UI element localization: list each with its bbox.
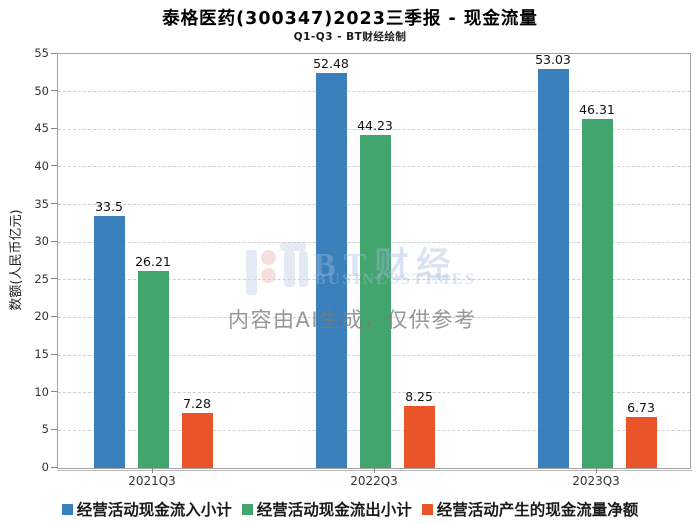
bar-2022Q3-series2: [359, 135, 391, 468]
y-tick-label-5: 5: [41, 422, 49, 437]
legend-swatch-2: [241, 503, 253, 515]
bar-value-label: 52.48: [313, 55, 349, 71]
y-tick-mark-40: [51, 165, 57, 167]
page-title: 泰格医药(300347)2023三季报 - 现金流量: [162, 9, 538, 29]
y-tick-mark-50: [51, 90, 57, 92]
y-tick-mark-35: [51, 203, 57, 205]
legend-swatch-1: [61, 503, 73, 515]
bar-2021Q3-series1: [93, 215, 125, 468]
y-tick-mark-55: [51, 52, 57, 54]
bar-value-label: 44.23: [357, 118, 393, 134]
legend: 经营活动现金流入小计 经营活动现金流出小计 经营活动产生的现金流量净额: [0, 497, 700, 521]
bar-2023Q3-series2: [581, 119, 613, 468]
bar-value-label: 8.25: [405, 388, 433, 404]
y-tick-label-50: 50: [34, 83, 49, 98]
legend-label-2: 经营活动现金流出小计: [256, 501, 412, 519]
y-tick-label-15: 15: [34, 347, 49, 362]
plot-area: 33.5 26.21 7.28 52.48 44.23 8.25 53.03 46.31 6.7…: [57, 51, 691, 469]
y-tick-label-20: 20: [34, 309, 49, 324]
legend-item-2: 经营活动现金流出小计: [241, 498, 412, 520]
watermark-brand-text: BT财经: [313, 247, 459, 284]
x-tick-mark-2021Q3: [152, 468, 153, 473]
x-tick-label-2022Q3: 2022Q3: [350, 474, 398, 488]
x-tick-mark-2023Q3: [596, 468, 597, 473]
bar-2023Q3-series1: [537, 68, 569, 468]
page-subtitle: Q1-Q3 - BT财经绘制: [293, 31, 407, 43]
bar-value-label: 6.73: [627, 400, 655, 416]
y-tick-mark-5: [51, 428, 57, 430]
y-tick-label-0: 0: [41, 460, 49, 474]
bar-value-label: 53.03: [535, 51, 571, 67]
bt-logo-icon: [244, 241, 308, 297]
bar-2022Q3-series1: [315, 72, 347, 468]
watermark-disclaimer: 内容由AI生成，仅供参考: [228, 308, 477, 332]
y-tick-label-10: 10: [34, 384, 49, 399]
y-tick-mark-30: [51, 240, 57, 242]
x-tick-label-2021Q3: 2021Q3: [128, 474, 176, 488]
y-tick-label-30: 30: [34, 234, 49, 249]
y-tick-mark-20: [51, 315, 57, 317]
y-tick-mark-0: [51, 466, 57, 468]
bar-2023Q3-series3: [625, 417, 657, 468]
gridline-45: [58, 128, 690, 130]
y-tick-mark-15: [51, 353, 57, 355]
bar-value-label: 26.21: [135, 253, 171, 269]
bar-value-label: 33.5: [95, 198, 123, 214]
bar-2021Q3-series2: [137, 270, 169, 468]
legend-item-3: 经营活动产生的现金流量净额: [421, 498, 639, 520]
bar-2022Q3-series3: [403, 405, 435, 468]
y-axis-title: 数额(人民币亿元): [9, 209, 24, 311]
y-tick-label-40: 40: [34, 158, 49, 173]
x-tick-mark-2022Q3: [374, 468, 375, 473]
legend-label-1: 经营活动现金流入小计: [76, 501, 232, 519]
y-tick-mark-10: [51, 391, 57, 393]
legend-swatch-3: [421, 503, 433, 515]
x-tick-label-2023Q3: 2023Q3: [572, 474, 620, 488]
bar-value-label: 7.28: [183, 396, 211, 412]
y-tick-mark-25: [51, 278, 57, 280]
watermark-brand-subtext: BUSINESSTIMES: [315, 271, 477, 288]
bar-2021Q3-series3: [181, 413, 213, 468]
bar-value-label: 46.31: [579, 102, 615, 118]
legend-item-1: 经营活动现金流入小计: [61, 498, 232, 520]
y-tick-label-35: 35: [34, 196, 49, 211]
legend-label-3: 经营活动产生的现金流量净额: [436, 501, 639, 519]
gridline-50: [58, 91, 690, 93]
y-tick-mark-45: [51, 127, 57, 129]
y-tick-label-25: 25: [34, 271, 49, 286]
y-tick-label-55: 55: [34, 46, 49, 60]
y-tick-label-45: 45: [34, 121, 49, 136]
